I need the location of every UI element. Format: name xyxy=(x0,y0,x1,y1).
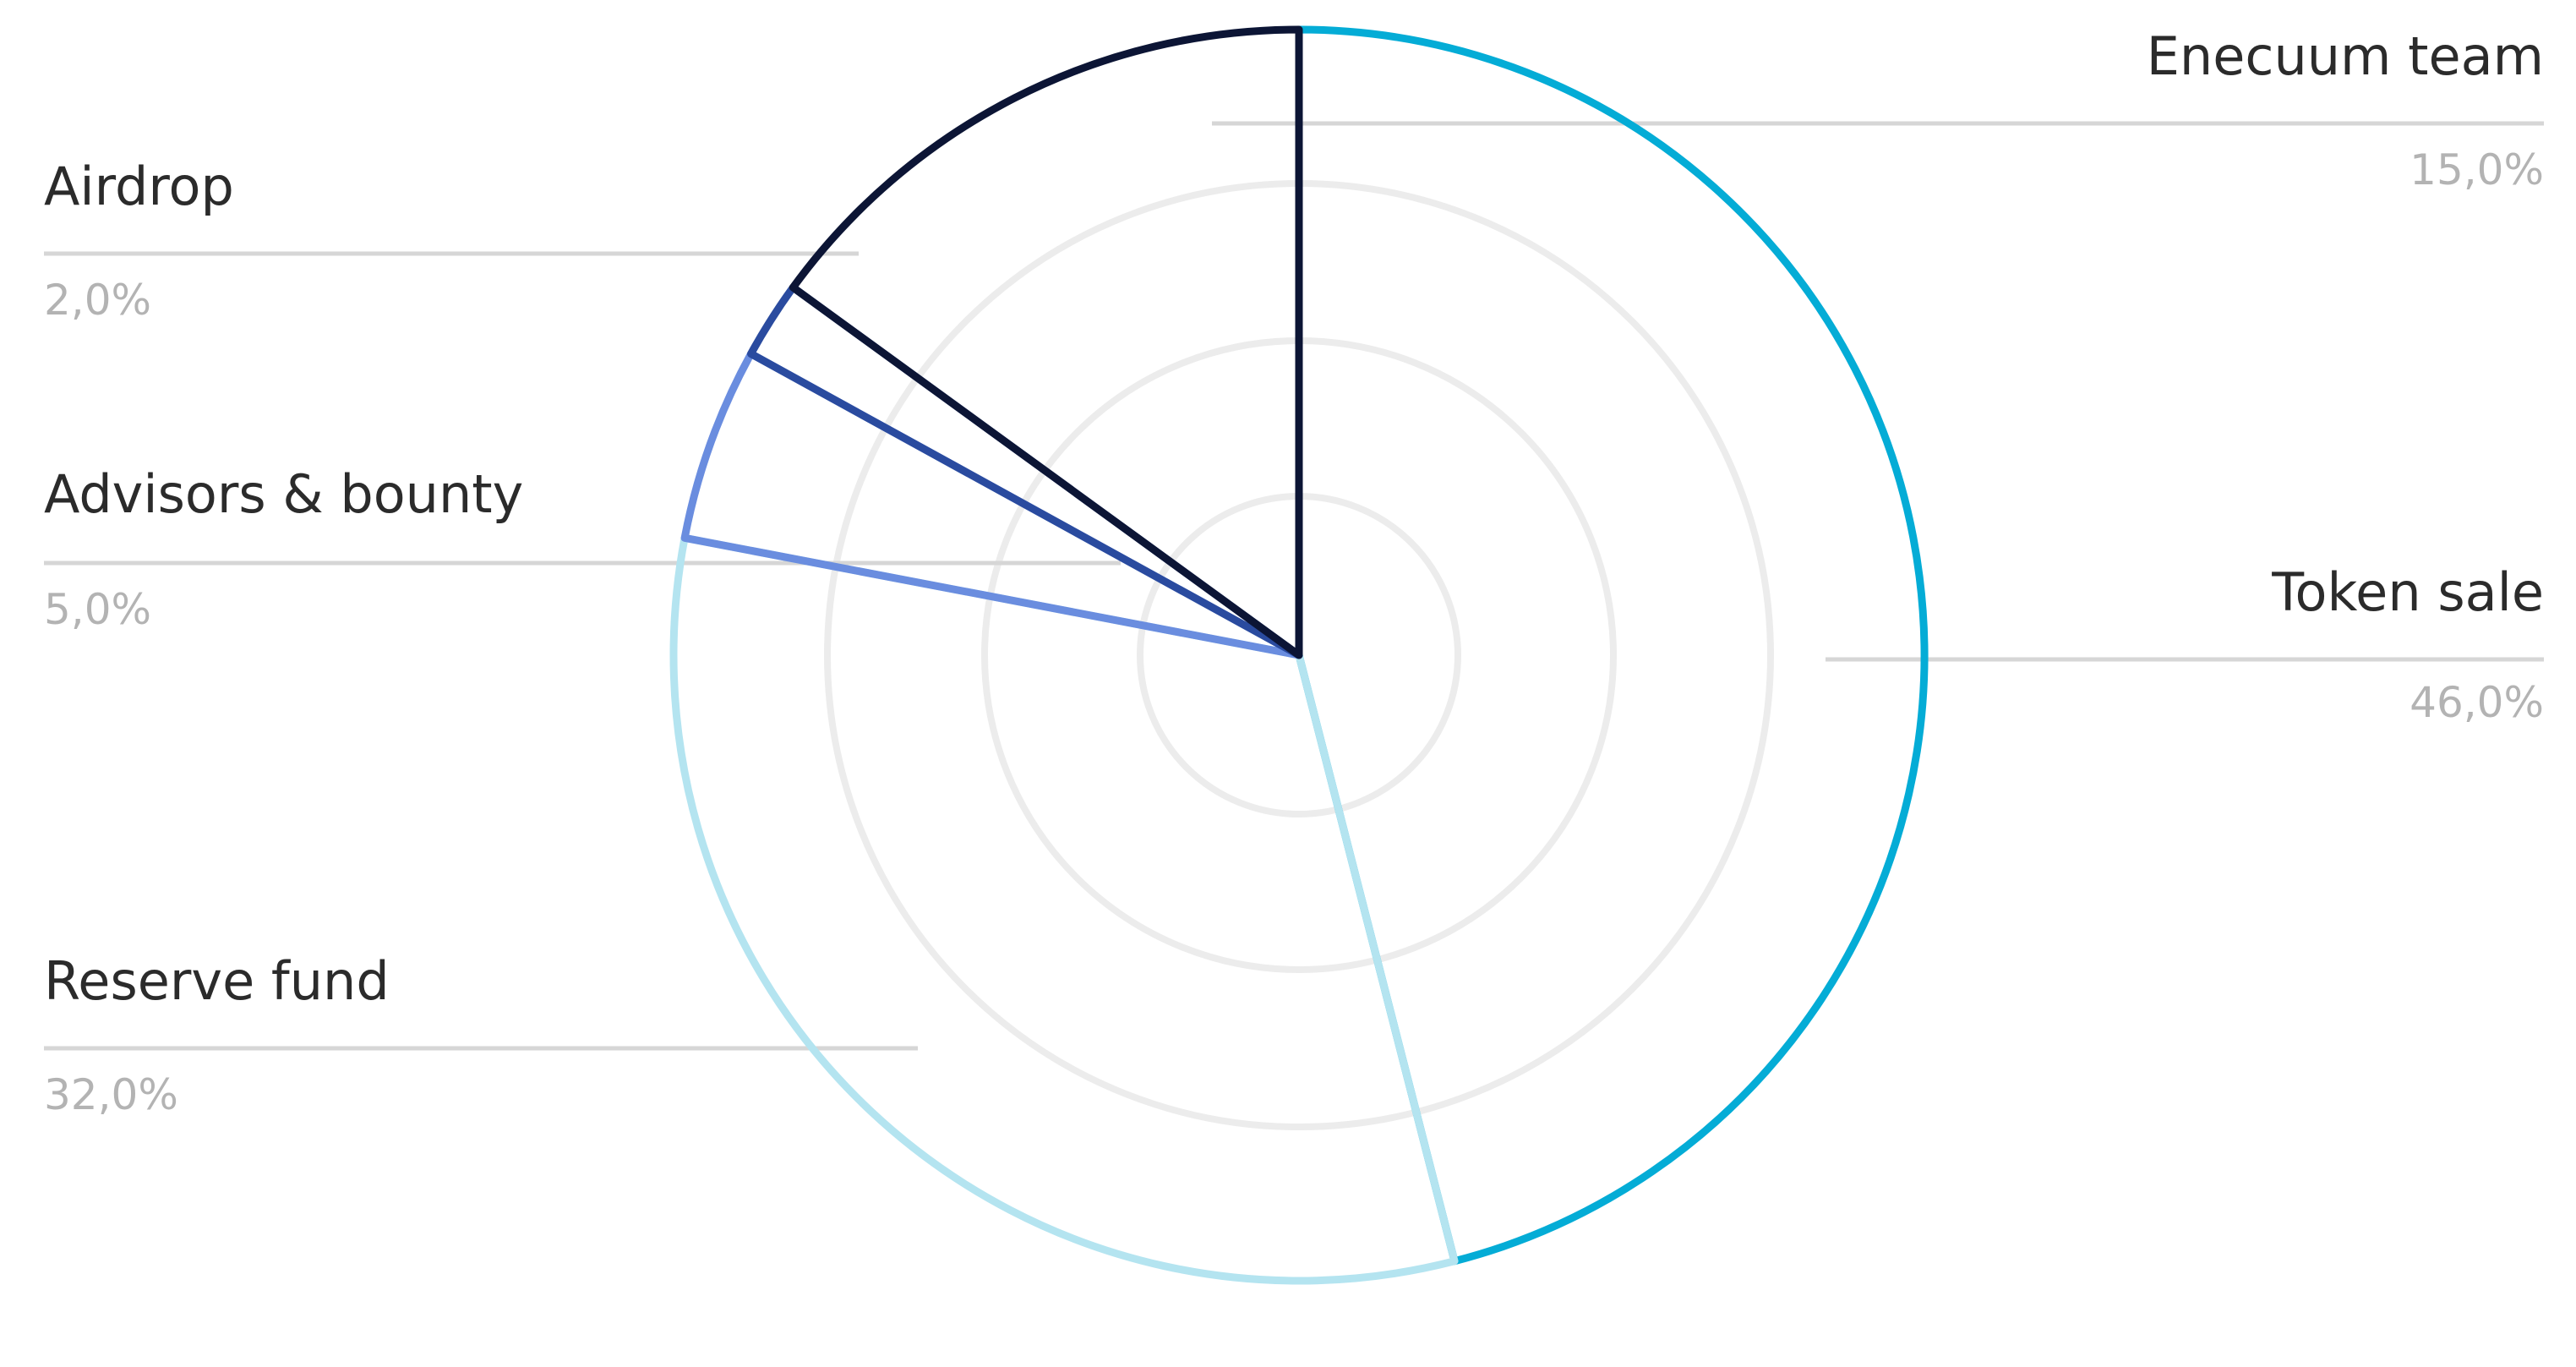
slice-labels: Token sale 46,0% Reserve fund 32,0% Advisors… xyxy=(44,25,2544,1119)
slice-label-airdrop: Airdrop xyxy=(44,156,234,217)
slice-value-airdrop: 2,0% xyxy=(44,276,151,325)
slice-value-reserve-fund: 32,0% xyxy=(44,1070,178,1119)
pie-slice-token-sale xyxy=(1295,25,1929,1266)
pie-slices xyxy=(669,25,1929,1285)
pie-slice-enecuum-team xyxy=(789,25,1303,659)
slice-label-advisors-bounty: Advisors & bounty xyxy=(44,463,523,525)
slice-label-token-sale: Token sale xyxy=(2271,561,2544,623)
slice-value-advisors-bounty: 5,0% xyxy=(44,585,151,634)
slice-value-token-sale: 46,0% xyxy=(2410,678,2544,727)
slice-value-enecuum-team: 15,0% xyxy=(2410,145,2544,194)
slice-label-enecuum-team: Enecuum team xyxy=(2147,25,2544,87)
pie-slice-advisors-bounty xyxy=(680,350,1303,659)
leader-lines xyxy=(44,121,2544,1051)
pie-slice-reserve-fund xyxy=(669,533,1459,1285)
slice-label-reserve-fund: Reserve fund xyxy=(44,950,390,1012)
